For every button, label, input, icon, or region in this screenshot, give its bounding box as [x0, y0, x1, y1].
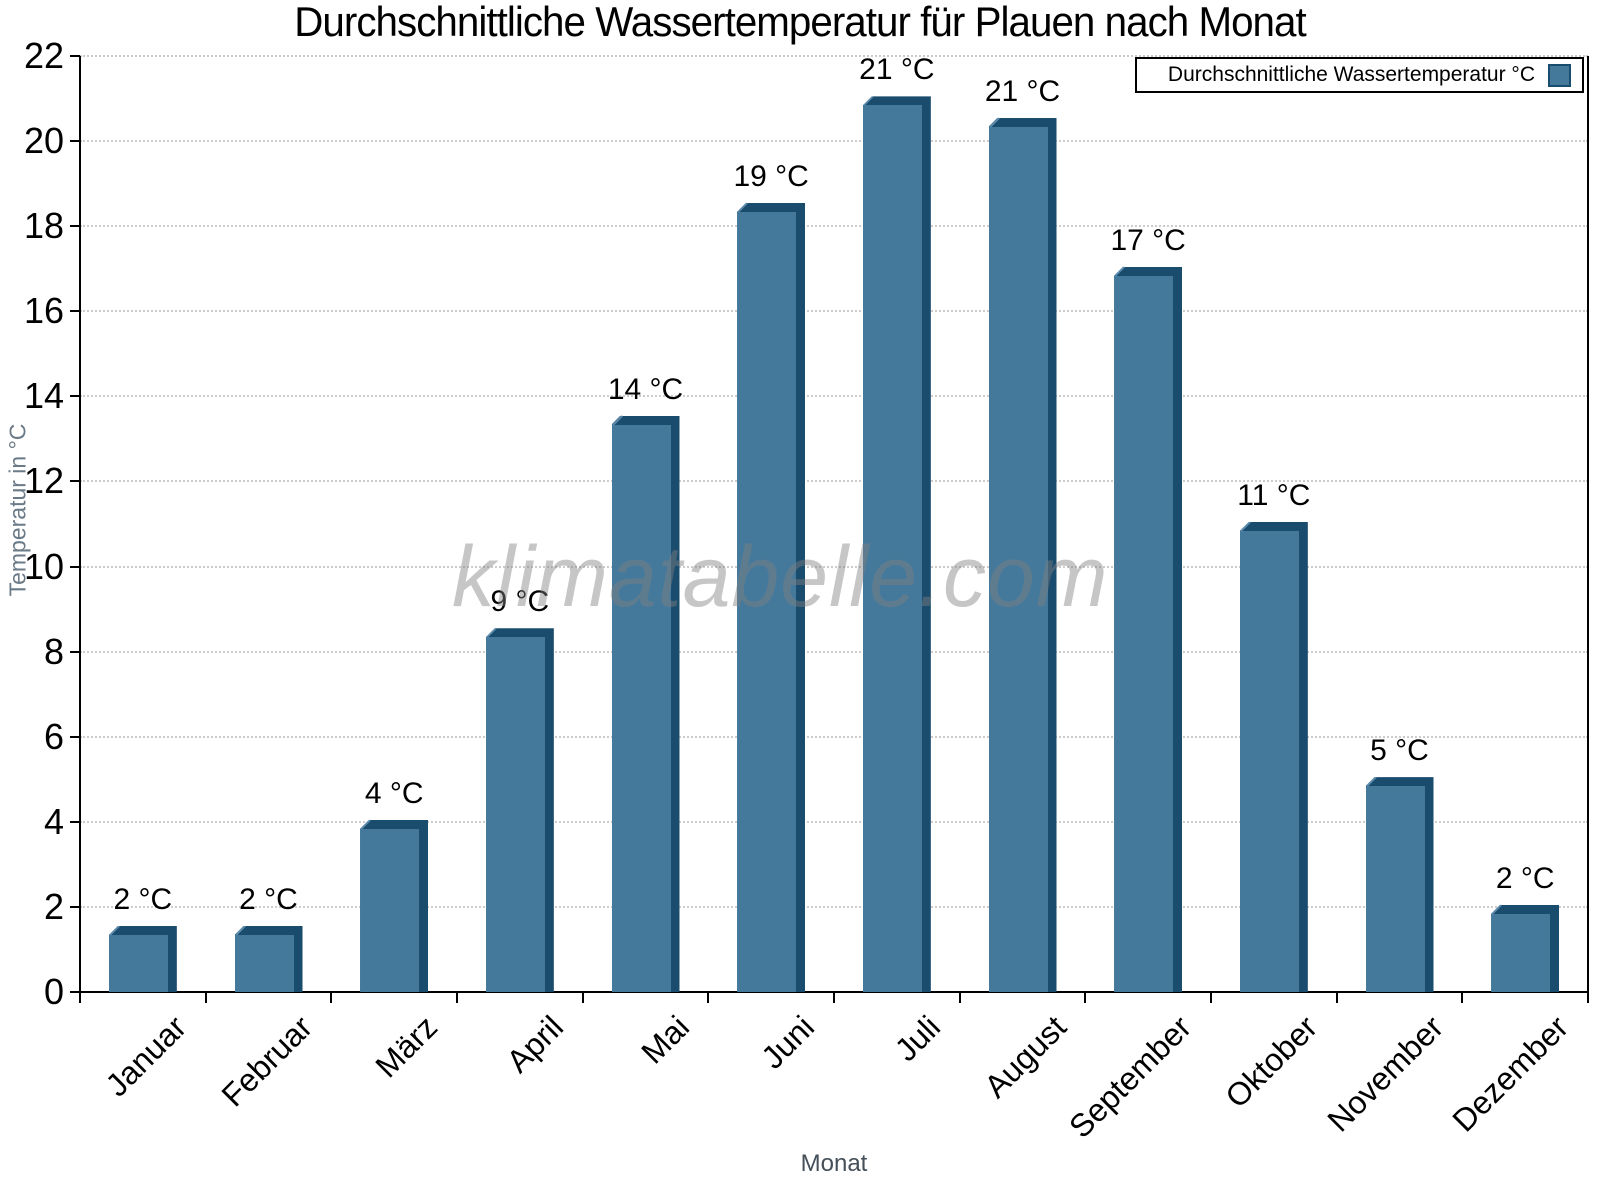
bar-face: [108, 935, 168, 992]
y-tick: [70, 820, 80, 823]
bar: [485, 628, 554, 992]
y-tick: [70, 565, 80, 568]
legend-swatch-icon: [1548, 63, 1571, 87]
y-gridline: [80, 395, 1588, 398]
bar: [234, 926, 303, 992]
y-gridline: [80, 55, 1588, 57]
bar: [1114, 266, 1183, 992]
bar-face: [1365, 786, 1425, 992]
chart-title: Durchschnittliche Wassertemperatur für P…: [294, 0, 1306, 45]
bar-face: [988, 126, 1048, 992]
x-tick: [581, 992, 584, 1003]
bar-face: [234, 935, 294, 992]
y-gridline: [80, 565, 1588, 568]
y-tick: [70, 650, 80, 653]
y-tick-label: 22: [23, 35, 64, 76]
y-tick: [70, 310, 80, 313]
y-tick-label: 8: [43, 630, 64, 672]
y-gridline: [80, 650, 1588, 653]
bar-value-label: 11 °C: [1237, 478, 1311, 512]
x-axis-title: Monat: [800, 1150, 868, 1177]
y-gridline: [80, 140, 1588, 143]
x-tick: [1084, 992, 1087, 1003]
x-tick: [204, 992, 207, 1003]
y-gridline: [80, 480, 1588, 483]
bar: [988, 117, 1057, 992]
x-tick: [958, 992, 961, 1003]
y-tick-label: 0: [43, 971, 64, 1012]
bar: [862, 96, 931, 992]
y-gridline: [80, 905, 1588, 908]
y-axis-line: [79, 56, 81, 994]
x-tick: [1335, 992, 1338, 1003]
y-tick: [70, 905, 80, 908]
y-tick-label: 4: [43, 800, 64, 842]
bar-face: [862, 105, 922, 992]
x-tick: [1461, 992, 1464, 1003]
y-tick-label: 18: [23, 205, 64, 247]
y-tick: [70, 225, 80, 228]
y-tick: [70, 55, 80, 57]
y-gridline: [80, 310, 1588, 313]
y-tick-label: 16: [23, 290, 64, 332]
x-tick: [1210, 992, 1212, 1003]
y-gridline: [80, 735, 1588, 738]
y-tick: [70, 395, 80, 398]
bar-face: [360, 828, 420, 992]
y-tick-label: 6: [43, 715, 64, 757]
y-tick: [70, 991, 80, 993]
legend-label: Durchschnittliche Wassertemperatur °C: [1167, 63, 1535, 86]
bar: [360, 819, 429, 992]
bar-value-label: 2 °C: [239, 883, 298, 917]
bar-value-label: 2 °C: [113, 883, 173, 917]
bar: [1365, 777, 1434, 992]
bar: [1239, 521, 1308, 992]
y-tick: [70, 480, 80, 483]
y-tick-label: 10: [23, 545, 64, 587]
y-gridline: [80, 820, 1588, 823]
bar-value-label: 21 °C: [984, 74, 1061, 108]
bar-face: [485, 637, 545, 992]
y-tick: [70, 140, 80, 143]
y-tick-label: 12: [23, 460, 64, 502]
bar-face: [1491, 913, 1551, 992]
bar-value-label: 2 °C: [1495, 861, 1555, 895]
bar-value-label: 17 °C: [1110, 223, 1186, 257]
bar: [611, 415, 680, 992]
y-tick-label: 14: [23, 375, 64, 417]
bar-face: [1114, 275, 1174, 992]
bar-value-label: 4 °C: [364, 776, 424, 810]
bar: [737, 202, 806, 992]
bar: [108, 926, 177, 992]
x-tick: [330, 992, 333, 1003]
bar-value-label: 5 °C: [1370, 734, 1429, 768]
x-tick: [456, 992, 458, 1003]
y-tick-label: 2: [43, 885, 64, 927]
x-tick: [1587, 992, 1589, 1003]
bar-value-label: 21 °C: [859, 53, 935, 87]
bar: [1491, 904, 1560, 992]
y-gridline: [80, 225, 1588, 228]
x-tick: [79, 992, 81, 1003]
bar-face: [611, 424, 671, 992]
y-tick: [70, 735, 80, 738]
legend: Durchschnittliche Wassertemperatur °C: [1135, 57, 1584, 93]
y-tick-label: 20: [23, 120, 64, 162]
bar-face: [1239, 530, 1299, 992]
x-tick: [833, 992, 835, 1003]
bar-value-label: 19 °C: [733, 159, 809, 193]
right-spine: [1587, 56, 1589, 994]
bar-face: [737, 211, 797, 992]
bar-value-label: 9 °C: [490, 585, 550, 619]
x-tick: [707, 992, 710, 1003]
watermark: klimatabelle.com: [452, 529, 1109, 625]
bar-value-label: 14 °C: [607, 372, 684, 406]
